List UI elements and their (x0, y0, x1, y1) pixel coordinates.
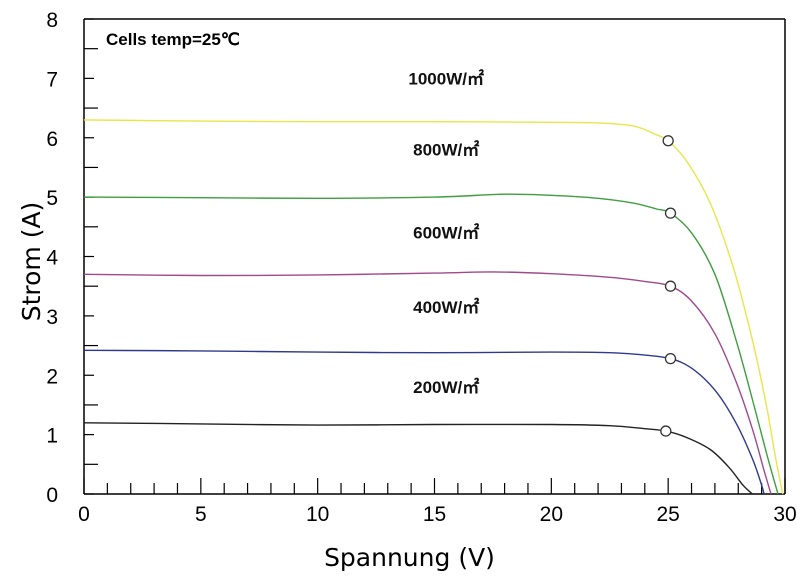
series-label: 600W/㎡ (413, 223, 479, 243)
y-tick-label: 1 (46, 425, 58, 448)
series-label: 200W/㎡ (413, 377, 479, 397)
x-tick-label: 0 (78, 503, 90, 526)
x-tick-label: 25 (656, 503, 679, 526)
y-tick-label: 3 (46, 306, 58, 329)
x-tick-label: 30 (773, 503, 796, 526)
y-tick-label: 6 (46, 128, 58, 151)
x-tick-label: 5 (195, 503, 207, 526)
y-axis-title: Strom (A) (17, 202, 46, 322)
x-tick-label: 15 (423, 503, 446, 526)
mpp-marker (664, 352, 677, 365)
series-line (83, 119, 784, 495)
series-line (83, 193, 779, 495)
y-tick-label: 5 (46, 187, 58, 210)
mpp-marker (664, 207, 677, 219)
series-label: 1000W/㎡ (408, 68, 484, 88)
y-axis-ticks (84, 18, 98, 495)
series-labels: 1000W/㎡ 800W/㎡ 600W/㎡ 400W/㎡ 200W/㎡ (408, 68, 484, 397)
y-tick-label: 4 (46, 247, 58, 270)
series-line (83, 349, 765, 495)
series-label: 800W/㎡ (413, 140, 479, 160)
mpp-marker (662, 135, 674, 147)
plot-frame (83, 18, 786, 495)
x-axis-ticks (83, 478, 786, 494)
x-axis-tick-labels: 0 5 10 15 20 25 30 (78, 503, 797, 526)
x-axis-title: Spannung (V) (324, 543, 495, 572)
y-tick-label: 0 (46, 484, 58, 507)
y-tick-label: 8 (46, 9, 58, 32)
temperature-annotation: Cells temp=25℃ (106, 30, 240, 49)
mpp-markers (660, 135, 677, 437)
series-lines (83, 119, 784, 495)
x-tick-label: 20 (540, 503, 563, 526)
series-line (83, 271, 772, 495)
mpp-marker (660, 425, 672, 437)
mpp-marker (664, 280, 677, 292)
y-tick-label: 2 (46, 365, 58, 388)
y-tick-label: 7 (46, 68, 58, 91)
y-axis-tick-labels: 0 1 2 3 4 5 6 7 8 (46, 9, 58, 507)
series-line (83, 422, 753, 495)
series-label: 400W/㎡ (413, 297, 479, 317)
x-tick-label: 10 (306, 503, 329, 526)
